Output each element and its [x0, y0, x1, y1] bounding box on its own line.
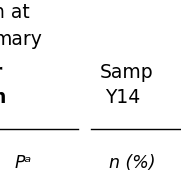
Text: n (%): n (%) [109, 154, 155, 172]
Text: h at: h at [0, 3, 30, 22]
Text: Pᵃ: Pᵃ [15, 154, 32, 172]
Text: Samp: Samp [100, 63, 153, 82]
Text: n: n [0, 88, 6, 107]
Text: Y14: Y14 [105, 88, 140, 107]
Text: mary: mary [0, 30, 42, 49]
Text: r: r [0, 63, 2, 82]
